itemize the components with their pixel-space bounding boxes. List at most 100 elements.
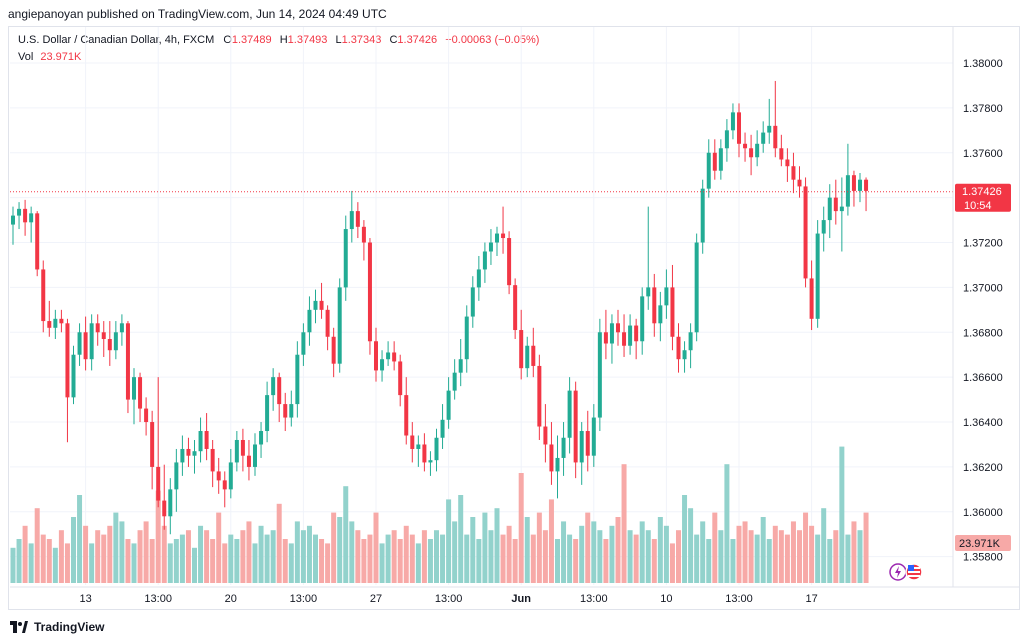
candle	[488, 229, 493, 265]
candle	[253, 433, 257, 476]
candle-body	[325, 309, 330, 337]
candle	[355, 202, 360, 239]
volume-bar	[724, 464, 730, 583]
tradingview-logo-icon[interactable]	[10, 621, 28, 633]
candle-body	[301, 332, 306, 355]
volume-bar	[101, 534, 107, 583]
candle-body	[597, 332, 602, 418]
volume-bar	[434, 530, 439, 583]
candle	[168, 478, 173, 535]
volume-bar	[512, 539, 518, 583]
volume-label[interactable]: Vol	[18, 51, 34, 63]
high-value: 1.37493	[287, 34, 328, 46]
volume-bar	[325, 543, 331, 583]
candle	[367, 238, 372, 355]
candle-body	[380, 359, 385, 371]
candle-body	[132, 377, 136, 400]
volume-bar	[470, 517, 476, 583]
volume-bar	[155, 490, 161, 583]
open-label: O	[223, 34, 232, 46]
candle	[676, 323, 681, 373]
volume-bar	[591, 521, 597, 583]
symbol-name[interactable]: U.S. Dollar / Canadian Dollar, 4h, FXCM	[18, 34, 215, 46]
us-flag-icon[interactable]	[905, 563, 923, 581]
volume-bar	[415, 543, 421, 583]
volume-bar	[185, 530, 191, 583]
candle-body	[65, 323, 70, 398]
candle	[827, 184, 832, 239]
candle-body	[41, 269, 46, 322]
volume-bar	[264, 534, 270, 583]
candle	[779, 134, 784, 167]
candle	[349, 190, 354, 243]
candle-body	[47, 321, 52, 328]
candle	[47, 300, 52, 337]
volume-bar	[379, 543, 385, 583]
close-label: C	[389, 34, 398, 46]
candle	[561, 422, 566, 476]
candle-body	[495, 233, 499, 243]
candle-body	[59, 318, 64, 324]
price-tick-label: 1.35800	[963, 552, 1003, 564]
candle-body	[89, 323, 94, 360]
candle	[307, 296, 312, 346]
candle-body	[343, 229, 348, 288]
candle	[440, 404, 445, 449]
candle	[374, 327, 378, 382]
ohlc-legend: U.S. Dollar / Canadian Dollar, 4h, FXCM …	[18, 34, 544, 46]
volume-bar	[385, 534, 391, 583]
candle-body	[821, 220, 826, 234]
candle	[89, 314, 94, 371]
volume-bar	[772, 525, 778, 583]
candle-body	[313, 300, 318, 310]
volume-bar	[95, 530, 101, 583]
candle	[259, 422, 264, 458]
tradingview-brand[interactable]: TradingView	[34, 620, 105, 634]
volume-bar	[494, 508, 500, 583]
volume-bar	[446, 499, 452, 583]
volume-bar	[639, 521, 645, 583]
candle-body	[730, 112, 735, 131]
candle-body	[743, 143, 748, 149]
candle	[555, 435, 560, 499]
candle-body	[501, 233, 506, 239]
candle-body	[210, 448, 215, 472]
volume-bar	[34, 508, 40, 583]
volume-bar	[603, 539, 609, 583]
time-tick-label: 13:00	[435, 593, 463, 605]
candle-body	[773, 125, 778, 149]
time-tick-label: 20	[225, 593, 237, 605]
volume-bar	[397, 539, 403, 583]
candle	[240, 428, 245, 472]
candle	[41, 260, 46, 333]
volume-bar	[742, 521, 748, 583]
candle	[591, 404, 596, 467]
candle	[283, 392, 288, 432]
volume-bar	[555, 539, 560, 583]
candle	[658, 291, 663, 342]
candle-body	[71, 354, 76, 398]
volume-bar	[833, 530, 839, 583]
lightning-icon[interactable]	[889, 563, 907, 581]
candle	[392, 341, 397, 371]
low-value: 1.37343	[341, 34, 382, 46]
volume-bar	[210, 539, 216, 583]
volume-bar	[645, 530, 651, 583]
candle-body	[289, 404, 294, 418]
volume-bar	[349, 521, 355, 583]
candle-body	[271, 377, 276, 396]
volume-bar	[851, 521, 857, 583]
volume-bar	[373, 512, 379, 583]
candle	[271, 368, 276, 411]
candle	[138, 372, 143, 423]
candle-body	[355, 211, 360, 227]
price-axis: 1.380001.378001.376001.374001.372001.370…	[952, 27, 1003, 587]
candle-body	[833, 197, 838, 212]
price-tick-label: 1.36400	[963, 417, 1003, 429]
candle-body	[240, 439, 245, 456]
price-tick-label: 1.37800	[963, 103, 1003, 115]
candle	[428, 451, 433, 476]
candle-body	[440, 419, 445, 438]
candle	[785, 148, 790, 182]
